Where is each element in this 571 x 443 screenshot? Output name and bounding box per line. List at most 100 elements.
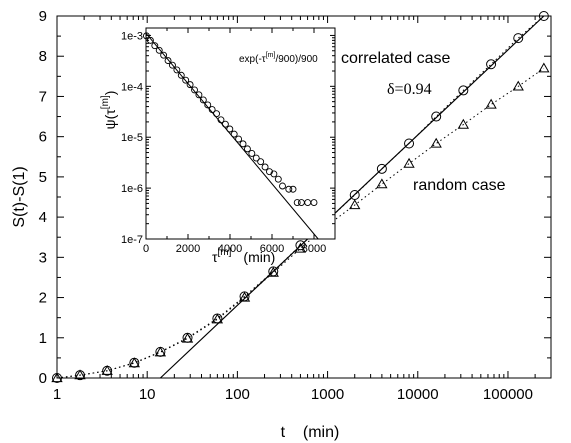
random-data-point — [457, 118, 469, 129]
inset-y-label-sup: [m] — [100, 95, 111, 109]
random-data-point — [485, 98, 497, 109]
random-data-point — [512, 80, 524, 91]
main-y-tick-label: 7 — [39, 88, 47, 105]
main-y-tick-label: 1 — [39, 330, 47, 347]
random-data-point — [403, 157, 415, 168]
random-series-line — [56, 67, 545, 379]
inset-annotation-base: exp(-τ — [239, 54, 266, 65]
main-y-tick-label: 4 — [39, 209, 47, 226]
random-data-point — [51, 372, 63, 383]
random-data-point — [376, 178, 388, 189]
inset-data-point — [169, 61, 176, 69]
inset-data-point — [195, 91, 203, 99]
inset-data-point — [151, 42, 159, 50]
main-x-tick-label: 100 — [225, 386, 250, 403]
inset-data-point — [243, 145, 251, 153]
inset-data-point — [142, 32, 150, 40]
main-x-tick-label: 1 — [53, 386, 61, 403]
inset-data-point — [191, 86, 198, 94]
random-data-point — [211, 313, 224, 324]
correlated-data-point — [129, 357, 140, 368]
random-data-point — [181, 332, 194, 343]
inset-data-point — [199, 96, 207, 104]
main-fit-line — [159, 15, 545, 379]
inset-x-label-unit: (min) — [243, 249, 275, 265]
main-data-series — [51, 11, 550, 383]
random-data-point — [101, 364, 113, 375]
random-data-point — [154, 346, 167, 357]
inset-y-tick-label: 1e-4 — [121, 81, 143, 93]
random-data-point — [349, 199, 361, 210]
random-data-point — [267, 266, 279, 277]
random-data-point — [538, 62, 550, 73]
inset-data-point — [177, 71, 185, 79]
main-y-tick-label: 3 — [39, 249, 47, 266]
inset-axis-ticks: 0 2000 4000 6000 8000 1e-3 1e-4 1e-5 1e-6 1e-7 — [121, 28, 335, 255]
inset-data-point — [204, 101, 212, 109]
correlated-data-point — [486, 59, 497, 70]
correlated-data-point — [155, 346, 166, 357]
main-y-tick-label: 2 — [39, 290, 47, 307]
main-x-axis-label: t (min) — [281, 424, 340, 441]
inset-data-point — [213, 110, 221, 118]
inset-data-point — [310, 199, 318, 207]
inset-y-tick-label: 1e-3 — [121, 30, 143, 42]
inset-data-point — [293, 199, 301, 207]
inset-data-point — [155, 46, 163, 54]
inset-data-series — [142, 32, 318, 207]
inset-y-tick-label: 1e-6 — [121, 183, 143, 195]
inset-data-point — [208, 106, 216, 113]
inset-annotation: exp(-τ[m]/900)/900 — [239, 52, 318, 65]
main-x-tick-label: 100000 — [483, 386, 533, 403]
correlated-data-point — [404, 138, 415, 149]
inset-x-tick-label: 2000 — [176, 243, 200, 255]
inset-data-point — [221, 120, 229, 128]
inset-data-point — [266, 168, 273, 176]
inset-data-point — [164, 57, 172, 65]
inset-data-point — [146, 36, 154, 44]
inset-x-tick-label: 0 — [143, 243, 149, 255]
inset-y-tick-label: 1e-7 — [121, 234, 143, 246]
correlated-data-point — [513, 33, 524, 44]
main-fit-segment — [159, 15, 545, 379]
correlated-data-point — [458, 85, 469, 96]
inset-data-point — [257, 158, 265, 166]
main-y-tick-label: 6 — [39, 129, 47, 146]
inset-data-point — [270, 170, 278, 178]
random-data-point — [74, 369, 86, 380]
random-data-point — [294, 242, 307, 253]
main-y-axis-label: S(t)-S(1) — [11, 166, 28, 227]
random-data-point — [430, 137, 442, 148]
inset-annotation-sup: [m] — [266, 52, 276, 59]
inset-data-point — [235, 135, 243, 143]
inset-data-point — [186, 81, 194, 89]
inset-data-point — [285, 185, 293, 193]
inset-x-label-sup: [m] — [218, 247, 232, 258]
random-data-point — [128, 357, 140, 368]
correlated-data-point — [295, 240, 306, 251]
main-y-tick-label: 0 — [39, 370, 47, 387]
inset-y-label-base: ψ(τ — [102, 109, 118, 130]
inset-data-point — [182, 76, 190, 84]
inset-data-point — [261, 163, 269, 171]
inset-annotation-tail: /900)/900 — [275, 54, 318, 65]
main-y-tick-label: 5 — [39, 169, 47, 186]
correlated-data-point — [431, 111, 442, 122]
inset-data-point — [230, 130, 238, 138]
annotation-random-case: random case — [413, 177, 506, 194]
annotation-delta: δ=0.94 — [387, 81, 432, 98]
inset-x-label-base: τ — [212, 249, 218, 265]
inset-data-point — [226, 125, 234, 133]
inset-x-tick-label: 4000 — [218, 243, 242, 255]
correlated-series-line — [56, 15, 545, 379]
annotation-correlated-case: correlated case — [341, 50, 450, 67]
inset-data-point — [217, 116, 225, 124]
inset-data-point — [160, 51, 168, 59]
inset-data-point — [274, 175, 282, 183]
random-data-point — [238, 291, 251, 302]
main-x-tick-label: 10000 — [397, 386, 439, 403]
inset-y-axis-label: ψ(τ[m]) — [100, 91, 118, 130]
inset-data-point — [289, 185, 297, 193]
